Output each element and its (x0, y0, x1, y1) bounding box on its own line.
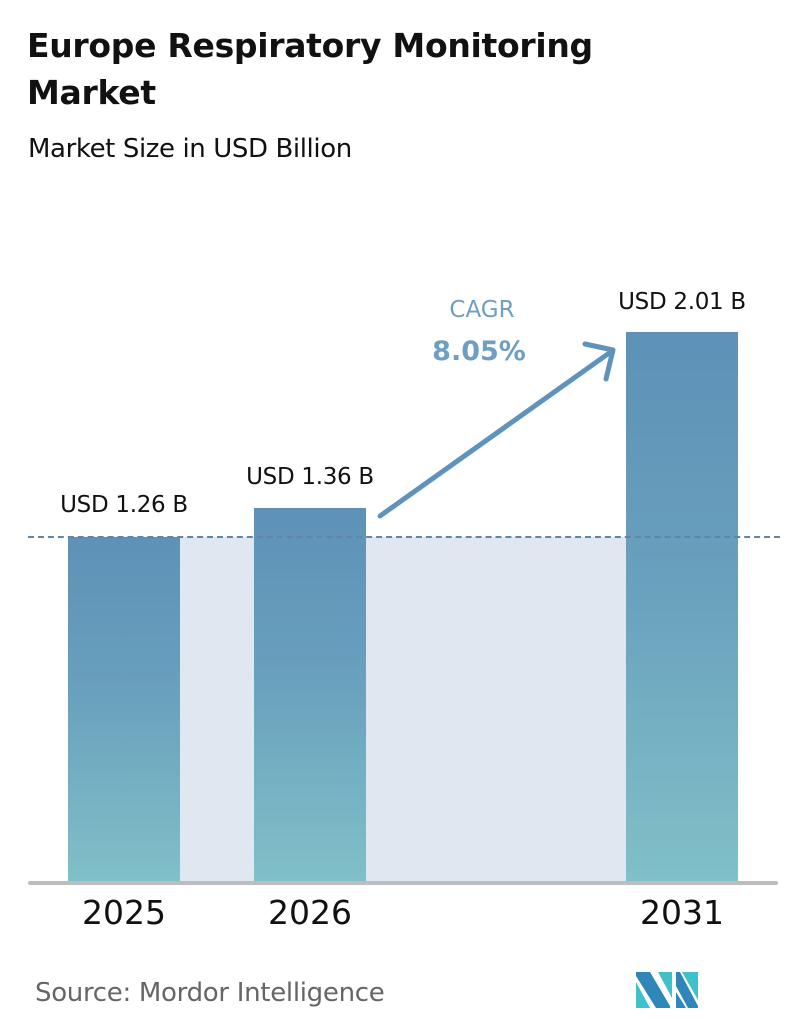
cagr-label: CAGR (449, 297, 515, 323)
x-label-2026: 2026 (268, 893, 352, 932)
bar-2025 (68, 537, 180, 882)
source-text: Source: Mordor Intelligence (35, 978, 385, 1008)
chart-subtitle: Market Size in USD Billion (28, 134, 352, 164)
cagr-value: 8.05% (432, 336, 526, 367)
value-label-2026: USD 1.36 B (246, 464, 374, 490)
x-axis-baseline (28, 881, 778, 885)
value-label-2031: USD 2.01 B (618, 289, 746, 315)
reference-dashed-line (28, 536, 780, 538)
x-label-2031: 2031 (640, 893, 724, 932)
bar-2031 (626, 332, 738, 882)
chart-title: Europe Respiratory Monitoring Market (27, 26, 593, 112)
bar-2026 (254, 508, 366, 882)
value-label-2025: USD 1.26 B (60, 492, 188, 518)
mordor-intelligence-logo-icon (636, 972, 698, 1008)
band-2025-2026 (180, 537, 254, 882)
band-2026-2031 (366, 537, 626, 882)
x-label-2025: 2025 (82, 893, 166, 932)
